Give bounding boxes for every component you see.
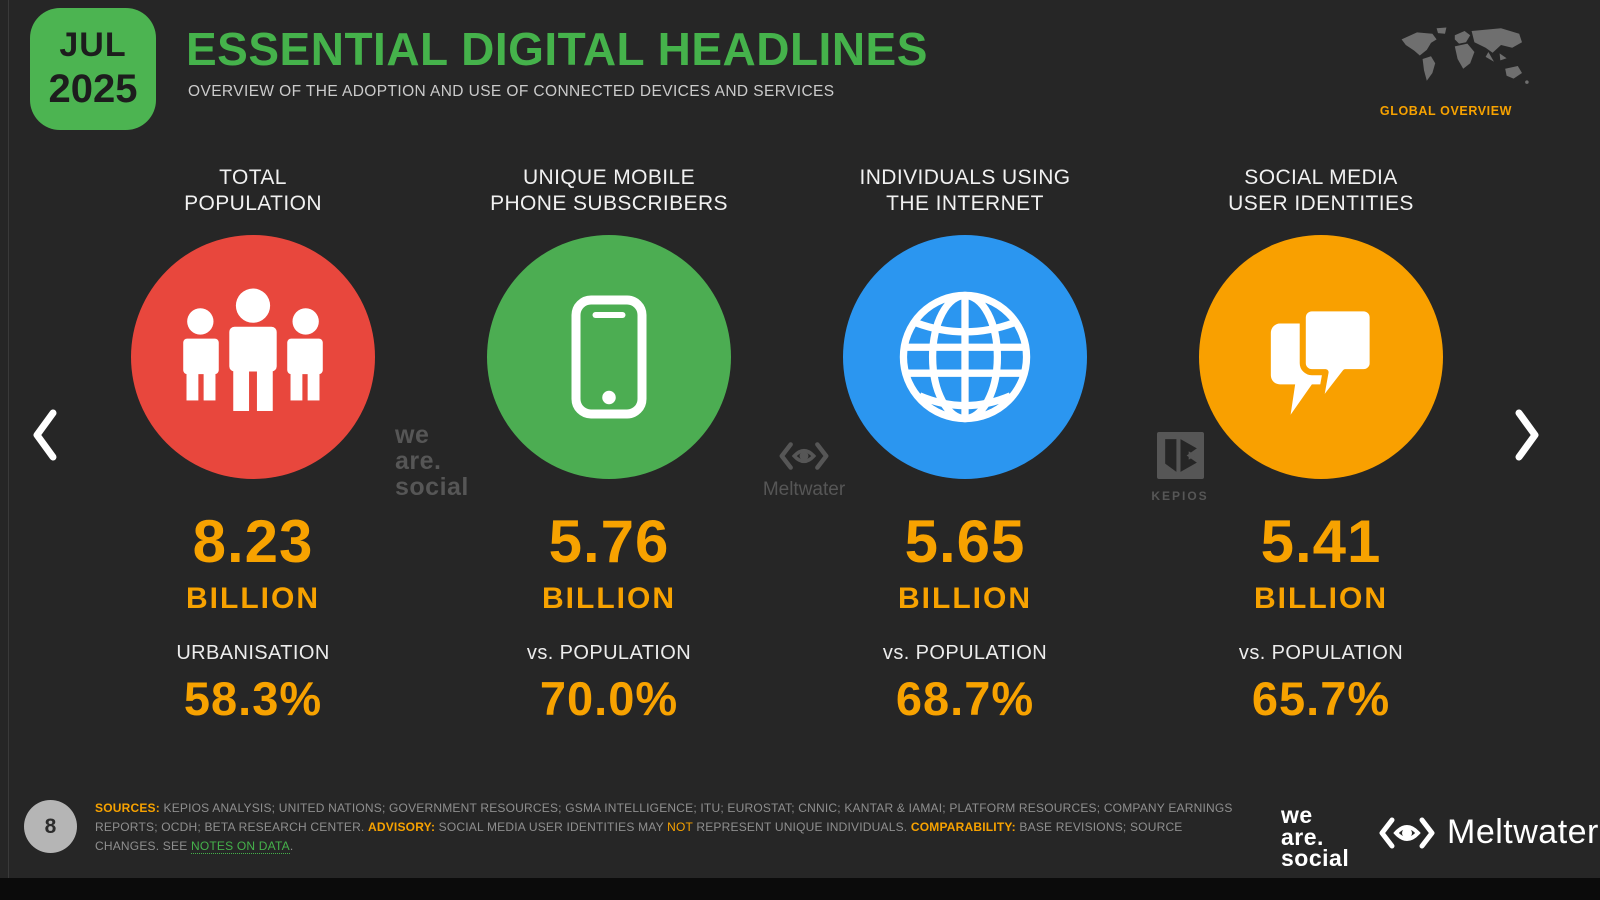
stat-column-mobile-subscribers: UNIQUE MOBILE PHONE SUBSCRIBERS 5.76 BIL… [431,165,787,726]
stat-sub-label: vs. POPULATION [526,642,692,664]
next-slide-chevron-icon[interactable] [1510,406,1544,464]
stat-column-total-population: TOTAL POPULATION 8.23 BILLION URBANISATI… [75,165,431,726]
kepios-logo-icon [1156,432,1204,479]
meltwater-watermark: Meltwater [742,440,866,501]
page-number-badge: 8 [24,800,77,853]
stat-percent: 65.7% [1251,672,1391,725]
advisory-label: ADVISORY: [368,820,436,834]
sources-note: SOURCES: KEPIOS ANALYSIS; UNITED NATIONS… [95,801,1233,854]
stat-value: 8.23 [192,508,314,575]
meltwater-logo: Meltwater [1376,813,1599,852]
stat-columns: TOTAL POPULATION 8.23 BILLION URBANISATI… [75,165,1499,726]
stat-value: 5.76 [548,508,670,575]
people-icon [131,235,375,479]
date-year: 2025 [48,67,138,111]
stat-sub-label: URBANISATION [176,642,330,664]
date-month: JUL [59,26,127,64]
stat-value: 5.65 [904,508,1026,575]
meltwater-eye-icon [779,442,829,470]
stat-unit: BILLION [1254,582,1388,615]
we-are-social-logo: we are. social [1281,802,1350,871]
bottom-bar [0,878,1600,900]
comparability-label: COMPARABILITY: [910,820,1016,834]
mobile-phone-icon [487,235,731,479]
slide-left-edge [8,0,9,878]
globe-icon [843,235,1087,479]
date-badge: JUL 2025 [30,8,156,130]
sources-label: SOURCES: [95,801,160,815]
page-subtitle: OVERVIEW OF THE ADOPTION AND USE OF CONN… [188,83,835,100]
page-title: ESSENTIAL DIGITAL HEADLINES [186,23,928,75]
stat-percent: 58.3% [183,672,323,725]
stat-unit: BILLION [898,582,1032,615]
stat-unit: BILLION [542,582,676,615]
stat-label: SOCIAL MEDIA USER IDENTITIES [1228,166,1414,215]
stat-label: UNIQUE MOBILE PHONE SUBSCRIBERS [490,166,728,215]
stat-percent: 68.7% [895,672,1035,725]
kepios-watermark: KEPIOS [1138,432,1222,503]
stat-label: TOTAL POPULATION [184,166,322,215]
stat-percent: 70.0% [539,672,679,725]
meltwater-eye-icon [1379,817,1435,848]
stat-label: INDIVIDUALS USING THE INTERNET [859,166,1071,215]
stat-unit: BILLION [186,582,320,615]
stat-column-social-media-users: SOCIAL MEDIA USER IDENTITIES 5.41 BILLIO… [1143,165,1499,726]
notes-on-data-link[interactable]: NOTES ON DATA [190,839,290,854]
world-map-icon [1401,27,1529,84]
we-are-social-watermark: we are. social [395,421,469,501]
chat-bubbles-icon [1199,235,1443,479]
previous-slide-chevron-icon[interactable] [28,406,62,464]
stat-sub-label: vs. POPULATION [882,642,1048,664]
region-label: GLOBAL OVERVIEW [1379,104,1513,118]
stat-value: 5.41 [1260,508,1382,575]
stat-column-internet-users: INDIVIDUALS USING THE INTERNET 5.65 BILL… [787,165,1143,726]
stat-sub-label: vs. POPULATION [1238,642,1404,664]
